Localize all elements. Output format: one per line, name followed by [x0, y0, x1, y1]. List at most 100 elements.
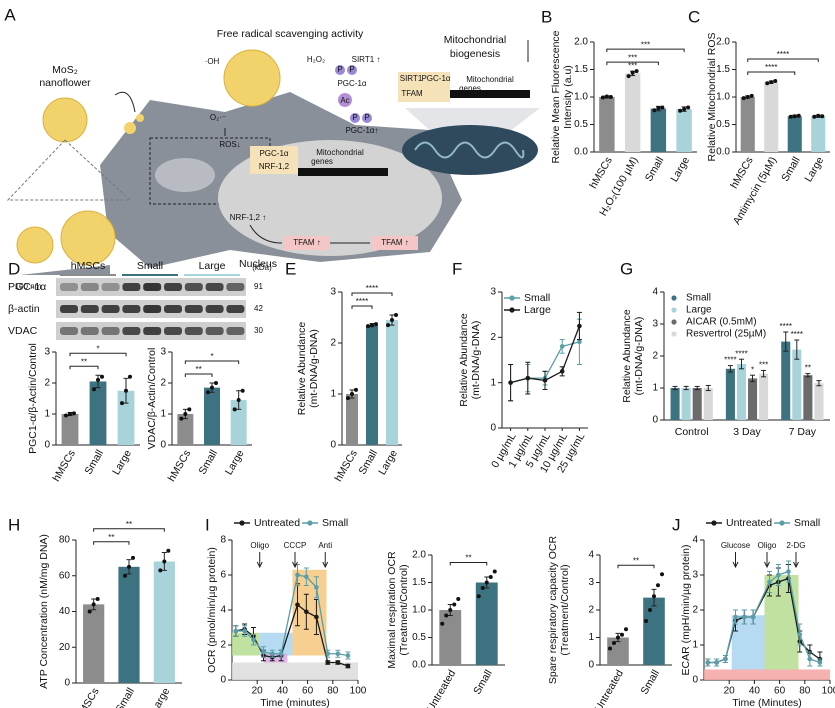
data-point — [335, 660, 341, 665]
bar — [153, 561, 175, 683]
x-tick-label: 100 — [350, 686, 367, 697]
data-point — [261, 649, 266, 655]
schematic-label: SIRT1 — [400, 74, 423, 83]
data-point — [652, 108, 657, 113]
blot-band — [143, 305, 162, 313]
schematic-label: P — [337, 65, 342, 74]
data-point — [608, 646, 612, 651]
y-tick-label: 0.0 — [716, 147, 730, 158]
significance-bracket — [606, 61, 659, 66]
phase-region — [704, 669, 830, 680]
y-tick-label: 1 — [692, 640, 698, 651]
x-axis-label: Time (minutes) — [260, 697, 330, 708]
data-point — [187, 407, 192, 412]
bar — [204, 387, 220, 445]
data-point — [314, 584, 319, 590]
data-point — [630, 70, 635, 75]
y-axis-label: Intensity (a.u) — [562, 65, 574, 129]
x-tick-label: 100 — [822, 686, 835, 697]
significance: ** — [108, 533, 114, 542]
significance: ** — [633, 556, 639, 565]
legend-marker — [671, 295, 677, 301]
y-axis-label: Spare respiratory capacity OCR — [547, 535, 559, 684]
data-point — [127, 564, 131, 569]
y-tick-label: 3 — [692, 570, 698, 581]
significance-bracket — [747, 58, 819, 63]
bar — [346, 394, 358, 445]
phase-region — [263, 653, 288, 663]
arrow-head — [322, 561, 329, 569]
schematic-label: Mitochondrial — [444, 34, 506, 46]
schematic-label: genes — [311, 157, 333, 166]
schematic-label: TFAM ↑ — [293, 238, 321, 247]
legend-marker — [671, 307, 677, 313]
legend-label: Untreated — [726, 517, 772, 529]
dna-bar — [298, 168, 388, 176]
data-point — [807, 656, 813, 662]
y-tick-label: 0.5 — [574, 119, 588, 130]
y-tick-label: 40 — [59, 606, 71, 617]
nanoflower-small — [16, 226, 54, 264]
panel-letter: H — [8, 515, 20, 534]
data-point — [745, 95, 750, 99]
y-tick-label: 1 — [652, 383, 658, 394]
blot-band — [80, 305, 99, 313]
blot-band — [122, 305, 141, 313]
blot-band — [122, 283, 141, 291]
bar — [787, 116, 802, 152]
protein-name: VDAC — [8, 325, 38, 337]
schematic-label: PGC-1α↑ — [345, 126, 378, 135]
data-point — [206, 390, 210, 395]
legend-marker — [779, 520, 785, 526]
data-point — [749, 93, 754, 98]
x-tick-label: Untreated — [425, 668, 459, 708]
schematic-label: ROS↓ — [219, 140, 240, 149]
data-point — [64, 413, 68, 418]
x-tick-label: Small — [643, 155, 667, 184]
blot-band — [226, 327, 245, 335]
significance-bracket — [69, 365, 99, 370]
schematic-label: P — [352, 113, 357, 122]
significance: **** — [724, 356, 736, 365]
significance: **** — [735, 349, 747, 358]
data-point — [812, 114, 817, 119]
bar — [781, 341, 791, 420]
annotation: Oligo — [758, 541, 777, 550]
data-point — [72, 411, 76, 416]
bar — [61, 414, 79, 445]
schematic-label: NRF-1,2 — [259, 162, 290, 171]
y-axis-label: OCR (pmol/min/µg protein) — [206, 547, 218, 673]
legend-marker — [711, 520, 717, 526]
bar — [792, 349, 802, 420]
x-tick-label: hMSCs — [587, 155, 615, 191]
x-tick-label: Control — [675, 426, 709, 438]
schematic-label: biogenesis — [450, 48, 500, 60]
y-tick-label: 0.0 — [412, 660, 426, 671]
legend-marker — [509, 307, 515, 313]
data-point — [345, 663, 351, 669]
x-tick-label: Small — [779, 155, 803, 184]
annotation: Anti — [318, 541, 332, 550]
legend-label: Large — [686, 305, 712, 316]
data-point — [124, 388, 128, 393]
legend-label: Resvertrol (25µM) — [686, 329, 766, 340]
phospho-badge — [350, 113, 360, 123]
bar — [740, 97, 755, 152]
data-point — [350, 392, 354, 396]
y-tick-label: 2 — [652, 351, 658, 362]
significance-bracket — [93, 528, 165, 532]
data-point — [354, 387, 358, 392]
y-tick-label: 2.0 — [574, 37, 588, 48]
significance: **** — [780, 322, 792, 331]
data-point — [660, 105, 665, 110]
arrow — [114, 91, 136, 113]
bar — [814, 383, 824, 420]
schematic-label: O₂·⁻ — [210, 113, 226, 122]
y-tick-label: 3 — [44, 347, 50, 358]
x-tick-label: Large — [668, 155, 692, 184]
x-tick-label: Large — [223, 448, 247, 477]
legend-label: Small — [794, 517, 820, 529]
y-tick-label: 2 — [44, 378, 50, 389]
data-point — [817, 660, 823, 665]
legend-label: Untreated — [254, 517, 300, 529]
